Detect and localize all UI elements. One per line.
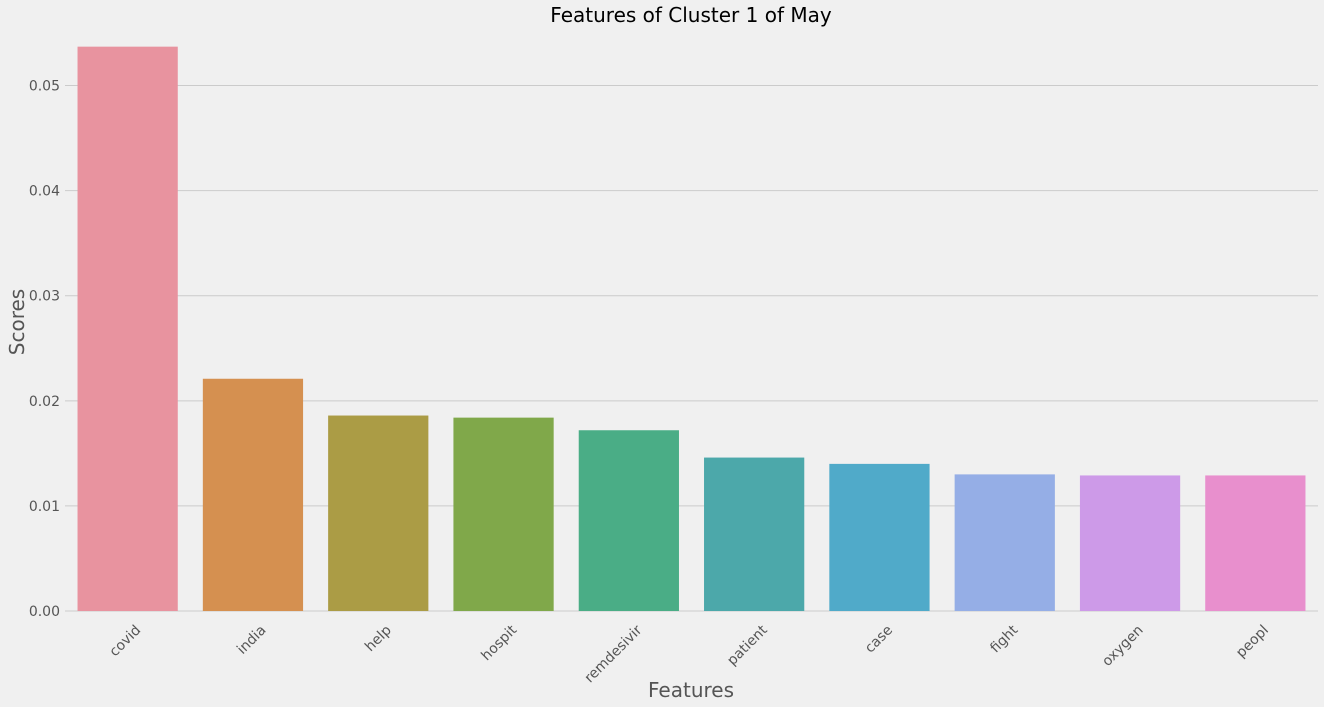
y-axis-ticks: 0.00 0.01 0.02 0.03 0.04 0.05 xyxy=(29,79,60,620)
y-axis-label: Scores xyxy=(5,289,29,355)
y-tick-label: 0.05 xyxy=(29,79,60,95)
chart-title: Features of Cluster 1 of May xyxy=(550,3,832,27)
x-tick-label: peopl xyxy=(1233,622,1272,661)
x-tick-label: hospit xyxy=(478,622,520,664)
x-tick-label: remdesivir xyxy=(582,622,646,686)
x-tick-label: case xyxy=(862,622,896,656)
x-tick-label: oxygen xyxy=(1099,622,1146,669)
y-tick-label: 0.02 xyxy=(29,394,60,410)
bar-peopl xyxy=(1205,475,1306,611)
bar-patient xyxy=(704,457,805,611)
bar-remdesivir xyxy=(578,430,679,611)
x-axis-label: Features xyxy=(648,678,734,702)
bars-layer xyxy=(77,46,1306,612)
x-tick-label: fight xyxy=(987,622,1021,656)
bar-case xyxy=(829,463,930,611)
bar-help xyxy=(328,415,429,611)
y-tick-label: 0.00 xyxy=(29,604,60,620)
bar-fight xyxy=(954,474,1055,611)
x-tick-label: india xyxy=(234,622,269,657)
bar-covid xyxy=(77,46,178,612)
bar-hospit xyxy=(453,417,554,611)
bar-oxygen xyxy=(1079,475,1181,611)
x-axis-ticks: covid india help hospit remdesivir patient cas… xyxy=(107,622,1272,686)
x-tick-label: covid xyxy=(107,622,145,660)
x-tick-label: patient xyxy=(724,622,771,669)
y-tick-label: 0.01 xyxy=(29,499,60,515)
x-tick-label: help xyxy=(362,622,395,655)
bar-india xyxy=(202,378,304,611)
y-tick-label: 0.03 xyxy=(29,289,60,305)
y-tick-label: 0.04 xyxy=(29,184,60,200)
